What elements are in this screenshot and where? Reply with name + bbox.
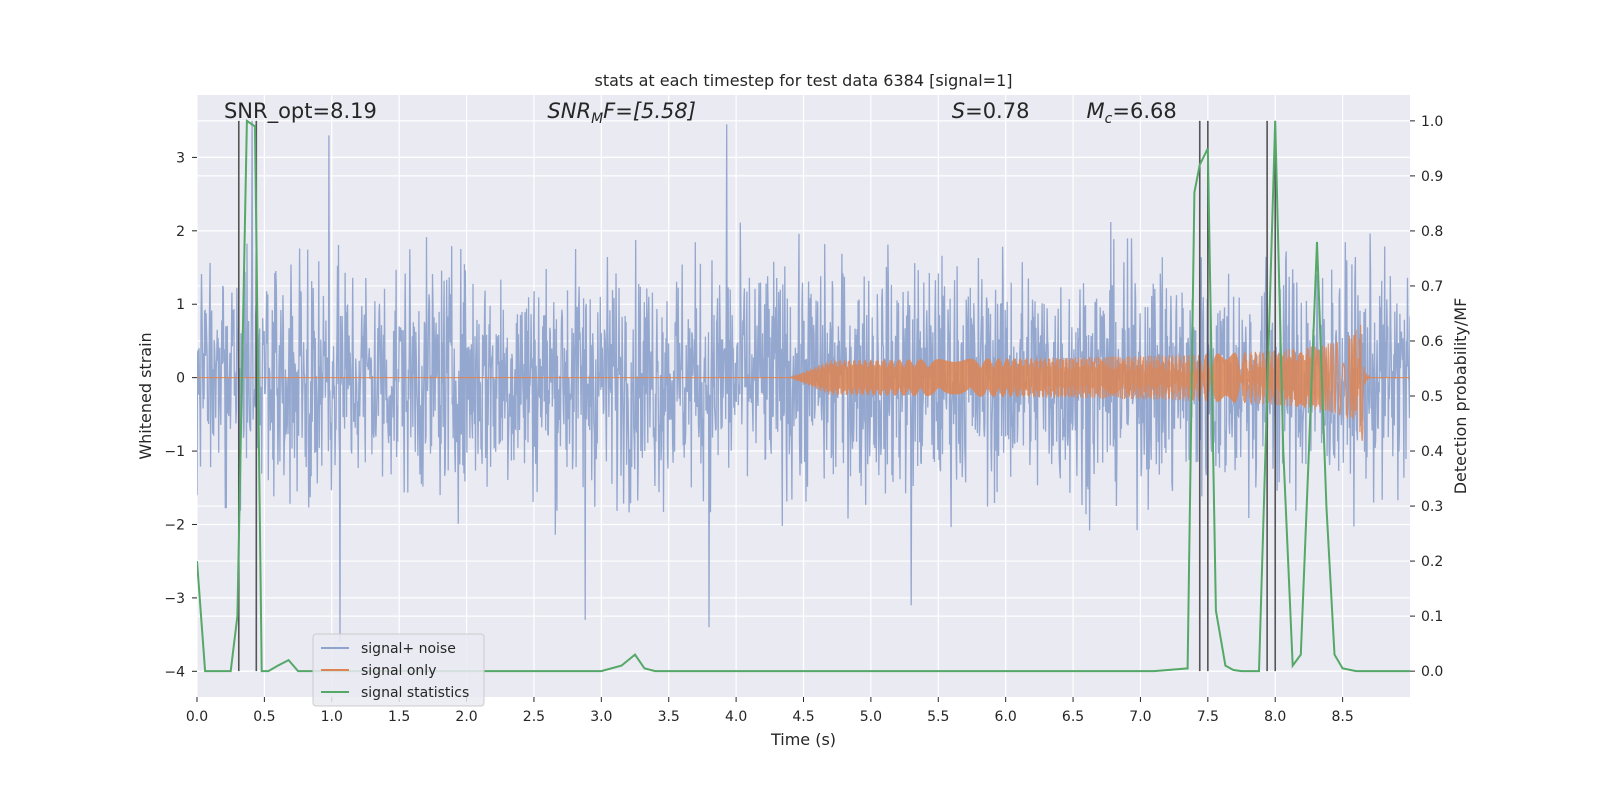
y-right-tick-label: 0.2	[1421, 554, 1443, 570]
y-right-tick-label: 0.7	[1421, 279, 1443, 295]
y-right-tick-label: 0.5	[1421, 389, 1443, 405]
x-tick-label: 4.0	[725, 709, 747, 725]
x-tick-label: 2.5	[523, 709, 545, 725]
annotation-snr-mf-rest: F=[5.58]	[603, 99, 696, 123]
annotation-mc-rest: =6.68	[1112, 99, 1176, 123]
x-tick-label: 5.5	[927, 709, 949, 725]
y-right-tick-label: 1.0	[1421, 114, 1443, 130]
annotation-s: S=0.78	[952, 99, 1030, 123]
y-right-tick-label: 0.0	[1421, 664, 1443, 680]
y-right-tick-label: 0.8	[1421, 224, 1443, 240]
x-tick-label: 1.5	[388, 709, 410, 725]
annotation-s-main: S	[952, 99, 965, 123]
annotation-snr-mf-sub: M	[591, 111, 603, 127]
signal-statistics-line	[197, 119, 1410, 673]
legend-label: signal statistics	[361, 685, 469, 701]
y-left-tick-label: 0	[176, 371, 185, 387]
x-tick-label: 2.0	[455, 709, 477, 725]
x-tick-label: 0.5	[253, 709, 275, 725]
annotation-snr-opt: SNR_opt=8.19	[224, 99, 377, 124]
y-right-axis-ticks: 1.0 0.9 0.8 0.7 0.6 0.5 0.4 0.3 0.2 0.1 0.0	[1410, 114, 1443, 680]
x-tick-label: 1.0	[321, 709, 343, 725]
annotation-mc-main: M	[1087, 99, 1105, 123]
y-left-tick-label: 2	[176, 224, 185, 240]
y-right-tick-label: 0.9	[1421, 169, 1443, 185]
x-tick-label: 8.5	[1331, 709, 1353, 725]
annotation-snr-mf: SNRMF=[5.58]	[547, 99, 696, 127]
legend-label: signal+ noise	[361, 641, 456, 657]
legend: signal+ noise signal only signal statistic…	[312, 633, 485, 707]
x-tick-label: 3.5	[658, 709, 680, 725]
x-tick-label: 3.0	[590, 709, 612, 725]
chart-title: stats at each timestep for test data 638…	[594, 71, 1012, 90]
x-tick-label: 5.0	[860, 709, 882, 725]
legend-box	[312, 633, 485, 707]
x-tick-label: 7.5	[1197, 709, 1219, 725]
y-left-tick-label: −2	[164, 517, 185, 533]
x-tick-label: 7.0	[1129, 709, 1151, 725]
y-left-tick-label: −4	[164, 664, 185, 680]
x-axis-label: Time (s)	[770, 730, 836, 749]
y-right-tick-label: 0.6	[1421, 334, 1443, 350]
y-left-tick-label: 1	[176, 297, 185, 313]
y-left-tick-label: 3	[176, 150, 185, 166]
y-right-tick-label: 0.4	[1421, 444, 1443, 460]
y-right-tick-label: 0.1	[1421, 609, 1443, 625]
annotation-mc: Mc=6.68	[1087, 99, 1177, 127]
x-tick-label: 6.0	[995, 709, 1017, 725]
annotation-s-rest: =0.78	[965, 99, 1029, 123]
series-signal-statistics	[197, 119, 1410, 673]
plot-area	[197, 119, 1410, 673]
x-tick-label: 4.5	[792, 709, 814, 725]
x-tick-label: 0.0	[186, 709, 208, 725]
y-right-tick-label: 0.3	[1421, 499, 1443, 515]
y-left-tick-label: −1	[164, 444, 185, 460]
x-axis-ticks: 0.0 0.5 1.0 1.5 2.0 2.5 3.0 3.5 4.0 4.5 5.0 5.5 6.0 6…	[186, 697, 1354, 725]
annotation-snr-mf-main: SNR	[547, 99, 591, 123]
legend-label: signal only	[361, 663, 436, 679]
y-left-axis-ticks: 3 2 1 0 −1 −2 −3 −4	[164, 150, 197, 680]
x-tick-label: 6.5	[1062, 709, 1084, 725]
y-left-tick-label: −3	[164, 591, 185, 607]
x-tick-label: 8.0	[1264, 709, 1286, 725]
y-right-axis-label: Detection probability/MF	[1451, 298, 1470, 495]
y-left-axis-label: Whitened strain	[136, 332, 155, 459]
annotation-mc-sub: c	[1105, 111, 1113, 127]
